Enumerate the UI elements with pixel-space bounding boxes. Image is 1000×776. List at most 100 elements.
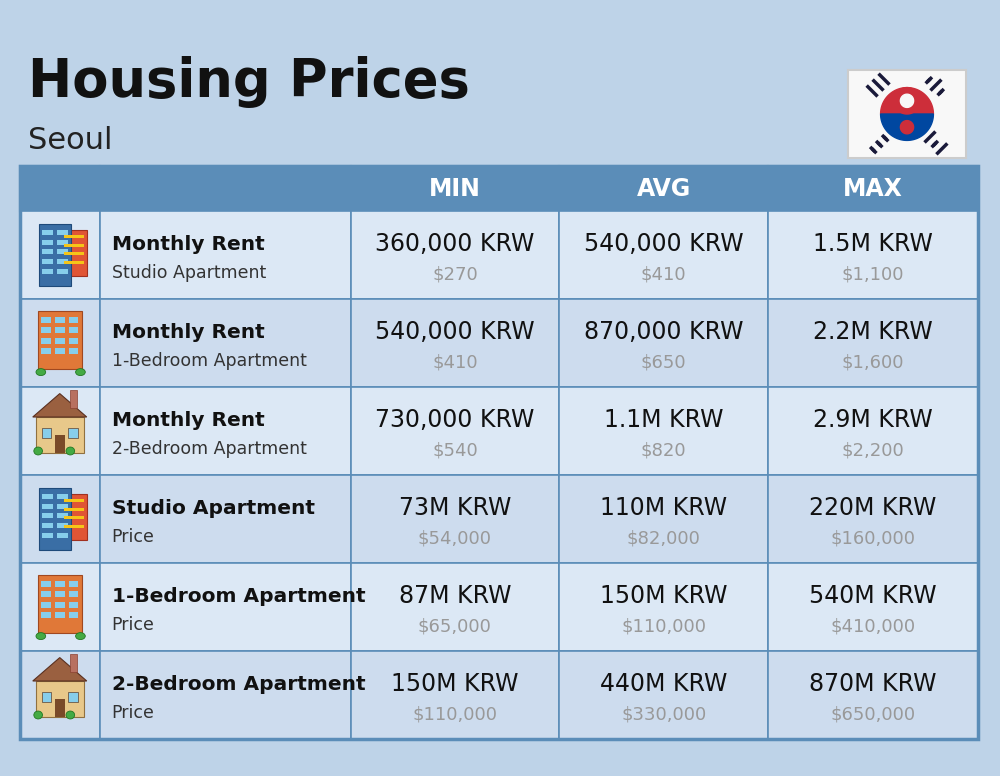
Bar xyxy=(69,612,78,618)
Text: 110M KRW: 110M KRW xyxy=(600,496,727,520)
Bar xyxy=(42,230,53,235)
Text: MAX: MAX xyxy=(843,176,903,200)
Bar xyxy=(64,499,84,502)
Polygon shape xyxy=(900,120,914,133)
Polygon shape xyxy=(881,114,933,140)
Bar xyxy=(36,681,84,717)
Bar xyxy=(64,235,84,238)
Polygon shape xyxy=(33,393,87,417)
Bar xyxy=(768,475,978,563)
Text: $110,000: $110,000 xyxy=(412,705,497,723)
Text: $65,000: $65,000 xyxy=(418,618,492,636)
Bar xyxy=(41,317,51,323)
Bar xyxy=(20,475,100,563)
Bar xyxy=(559,299,768,387)
Text: $1,600: $1,600 xyxy=(842,353,904,372)
Text: $54,000: $54,000 xyxy=(418,529,492,547)
Bar xyxy=(57,494,68,499)
Bar xyxy=(42,249,53,255)
Polygon shape xyxy=(894,94,920,107)
Bar xyxy=(55,581,65,587)
Text: 2-Bedroom Apartment: 2-Bedroom Apartment xyxy=(112,675,365,694)
Text: 540,000 KRW: 540,000 KRW xyxy=(584,231,744,255)
Bar xyxy=(57,230,68,235)
Ellipse shape xyxy=(36,369,46,376)
Bar xyxy=(42,532,53,538)
Bar xyxy=(68,691,78,702)
Bar xyxy=(39,224,71,286)
Text: $540: $540 xyxy=(432,442,478,459)
Bar xyxy=(351,211,559,299)
Bar xyxy=(20,563,100,651)
Bar xyxy=(70,653,77,672)
Bar xyxy=(768,651,978,739)
Bar xyxy=(351,387,559,475)
Text: $270: $270 xyxy=(432,265,478,283)
Bar xyxy=(41,581,51,587)
Bar xyxy=(20,166,100,211)
Bar xyxy=(64,516,84,519)
Bar xyxy=(55,348,65,354)
Ellipse shape xyxy=(76,369,85,376)
Bar xyxy=(70,390,77,407)
Bar xyxy=(55,601,65,608)
Text: $410: $410 xyxy=(641,265,687,283)
Text: Monthly Rent: Monthly Rent xyxy=(112,235,264,254)
Text: $650,000: $650,000 xyxy=(831,705,916,723)
Bar xyxy=(61,494,87,539)
Bar xyxy=(64,525,84,528)
Ellipse shape xyxy=(36,632,46,639)
Bar xyxy=(20,651,100,739)
Bar xyxy=(57,259,68,264)
Bar xyxy=(57,514,68,518)
Bar xyxy=(100,387,351,475)
Bar xyxy=(55,435,65,453)
Bar xyxy=(20,299,100,387)
Text: Monthly Rent: Monthly Rent xyxy=(112,411,264,430)
Text: 540,000 KRW: 540,000 KRW xyxy=(375,320,535,344)
Text: 220M KRW: 220M KRW xyxy=(809,496,937,520)
Bar xyxy=(61,230,87,275)
Bar xyxy=(57,268,68,274)
Bar xyxy=(57,249,68,255)
Bar xyxy=(55,699,65,717)
Bar xyxy=(41,612,51,618)
Text: $410,000: $410,000 xyxy=(831,618,916,636)
Bar xyxy=(559,475,768,563)
Polygon shape xyxy=(894,88,920,114)
Bar xyxy=(55,338,65,344)
Text: 870M KRW: 870M KRW xyxy=(809,671,937,695)
Bar xyxy=(20,166,978,739)
Bar xyxy=(559,563,768,651)
Text: Price: Price xyxy=(112,704,154,722)
Bar xyxy=(768,166,978,211)
Polygon shape xyxy=(881,88,933,114)
Bar xyxy=(55,612,65,618)
Bar xyxy=(42,240,53,244)
Bar xyxy=(100,651,351,739)
Bar xyxy=(69,348,78,354)
Bar xyxy=(64,244,84,247)
Bar xyxy=(20,387,100,475)
Bar xyxy=(69,327,78,333)
Bar xyxy=(69,591,78,598)
Text: $410: $410 xyxy=(432,353,478,372)
Bar xyxy=(100,299,351,387)
Text: 730,000 KRW: 730,000 KRW xyxy=(375,407,535,431)
Bar xyxy=(848,70,966,158)
Bar xyxy=(57,240,68,244)
Bar xyxy=(69,581,78,587)
Bar xyxy=(69,317,78,323)
Bar xyxy=(55,591,65,598)
Bar xyxy=(42,691,51,702)
Bar xyxy=(351,475,559,563)
Bar xyxy=(57,532,68,538)
Text: 150M KRW: 150M KRW xyxy=(391,671,519,695)
Bar xyxy=(559,651,768,739)
Bar xyxy=(64,261,84,264)
Text: 540M KRW: 540M KRW xyxy=(809,584,937,608)
Ellipse shape xyxy=(76,632,85,639)
Bar xyxy=(57,523,68,528)
Text: Monthly Rent: Monthly Rent xyxy=(112,323,264,342)
Bar xyxy=(559,166,768,211)
